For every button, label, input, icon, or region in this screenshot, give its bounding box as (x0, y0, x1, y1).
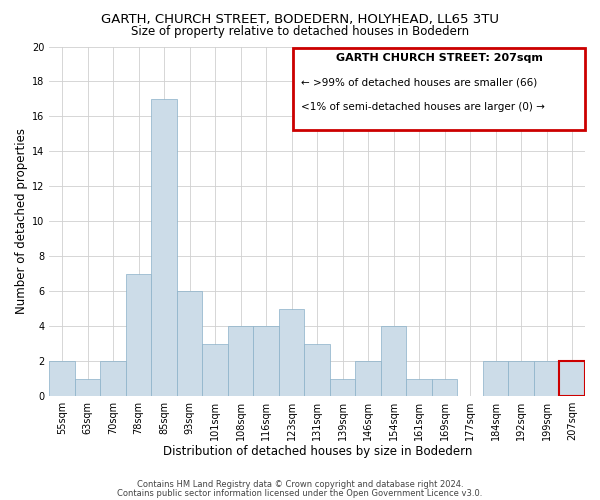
Bar (559, 361, 585, 396)
Bar (279, 308, 304, 396)
Bar (228, 326, 253, 396)
Text: Contains HM Land Registry data © Crown copyright and database right 2024.: Contains HM Land Registry data © Crown c… (137, 480, 463, 489)
Bar (355, 361, 381, 396)
Text: <1% of semi-detached houses are larger (0) →: <1% of semi-detached houses are larger (… (301, 102, 545, 113)
Bar (483, 361, 508, 396)
FancyBboxPatch shape (293, 48, 585, 130)
Bar (202, 344, 228, 396)
Y-axis label: Number of detached properties: Number of detached properties (15, 128, 28, 314)
Bar (126, 274, 151, 396)
Bar (381, 326, 406, 396)
Bar (304, 344, 330, 396)
Text: GARTH CHURCH STREET: 207sqm: GARTH CHURCH STREET: 207sqm (335, 54, 542, 64)
Bar (330, 378, 355, 396)
Text: Size of property relative to detached houses in Bodedern: Size of property relative to detached ho… (131, 25, 469, 38)
Text: Contains public sector information licensed under the Open Government Licence v3: Contains public sector information licen… (118, 488, 482, 498)
Bar (100, 361, 126, 396)
Bar (432, 378, 457, 396)
Bar (75, 378, 100, 396)
Bar (49, 361, 75, 396)
Bar (253, 326, 279, 396)
Bar (151, 99, 177, 396)
Text: GARTH, CHURCH STREET, BODEDERN, HOLYHEAD, LL65 3TU: GARTH, CHURCH STREET, BODEDERN, HOLYHEAD… (101, 12, 499, 26)
Bar (406, 378, 432, 396)
Text: ← >99% of detached houses are smaller (66): ← >99% of detached houses are smaller (6… (301, 78, 538, 88)
X-axis label: Distribution of detached houses by size in Bodedern: Distribution of detached houses by size … (163, 444, 472, 458)
Bar (177, 291, 202, 396)
Bar (534, 361, 559, 396)
Bar (508, 361, 534, 396)
